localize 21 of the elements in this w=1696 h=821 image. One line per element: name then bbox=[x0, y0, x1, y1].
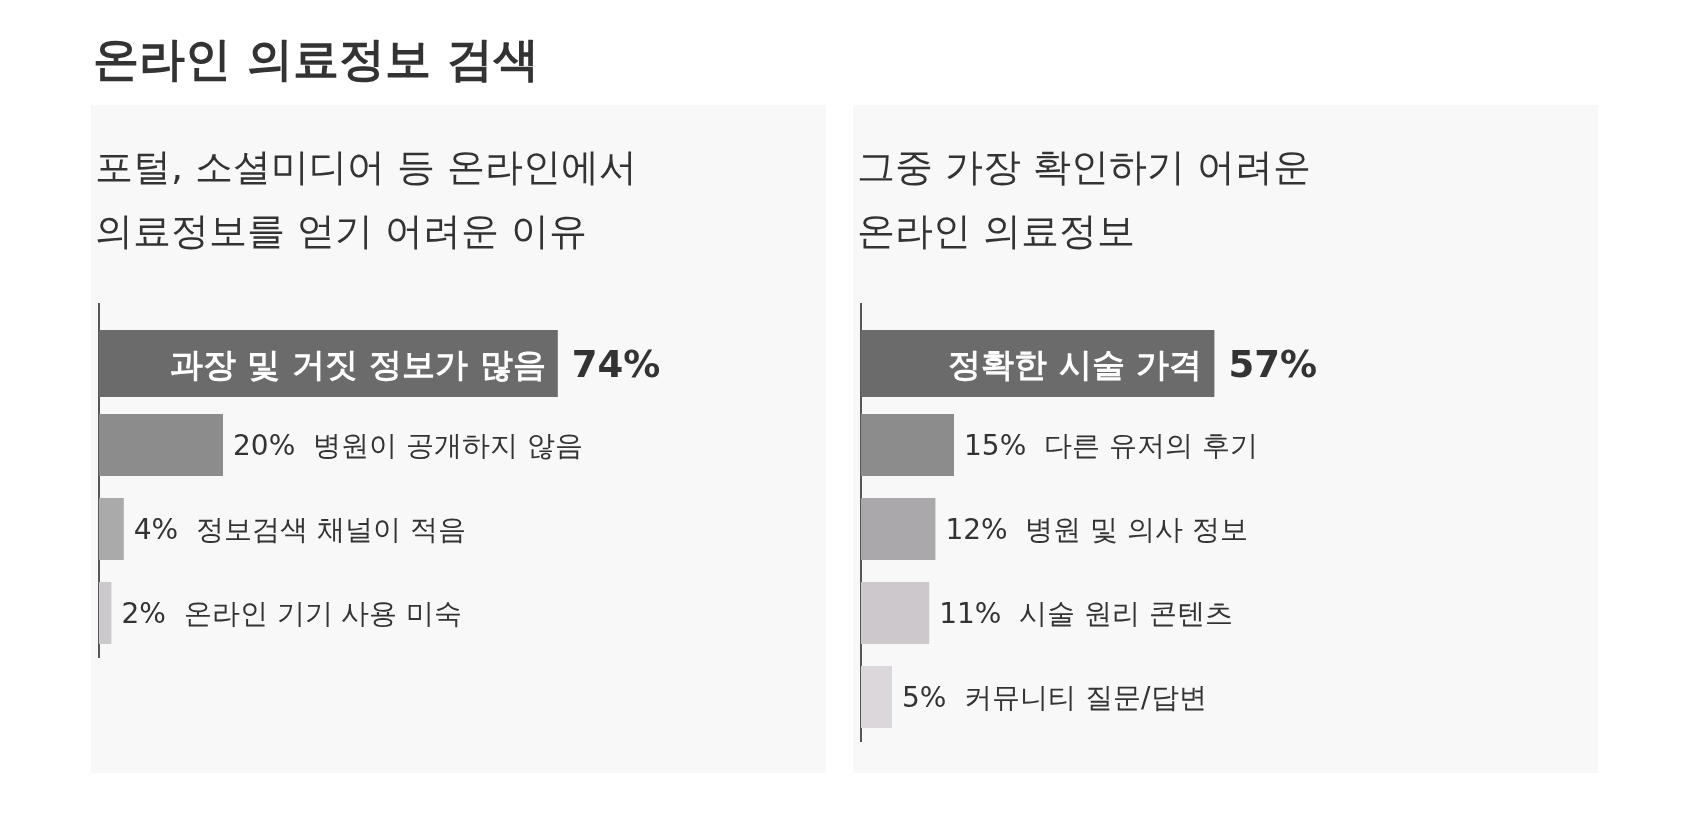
y-tick-label: 병원이 공개하지 않음 bbox=[295, 429, 583, 462]
data-label: 20% bbox=[233, 429, 296, 462]
chart-subtitle: 포털, 소셜미디어 등 온라인에서 의료정보를 얻기 어려운 이유 bbox=[95, 145, 638, 253]
data-label: 15% bbox=[964, 429, 1027, 462]
chart-subtitle: 그중 가장 확인하기 어려운 온라인 의료정보 bbox=[857, 145, 1312, 253]
data-label: 74% bbox=[571, 342, 661, 386]
data-label: 2% bbox=[121, 597, 166, 630]
y-tick-label: 정확한 시술 가격 bbox=[948, 344, 1203, 384]
data-label: 5% bbox=[902, 681, 947, 714]
y-tick-label: 병원 및 의사 정보 bbox=[1007, 513, 1249, 546]
y-tick-label: 커뮤니티 질문/답변 bbox=[946, 681, 1207, 714]
y-tick-label: 온라인 기기 사용 미숙 bbox=[165, 597, 463, 630]
data-label: 12% bbox=[945, 513, 1008, 546]
data-label: 11% bbox=[939, 597, 1002, 630]
data-label: 57% bbox=[1228, 342, 1317, 386]
y-tick-label: 과장 및 거짓 정보가 많음 bbox=[169, 344, 546, 384]
y-tick-label: 정보검색 채널이 적음 bbox=[178, 513, 466, 546]
data-label: 4% bbox=[133, 513, 179, 546]
y-tick-label: 시술 원리 콘텐츠 bbox=[1001, 597, 1234, 630]
chart-title: 온라인 의료정보 검색 bbox=[93, 32, 540, 86]
y-tick-label: 다른 유저의 후기 bbox=[1026, 429, 1258, 462]
